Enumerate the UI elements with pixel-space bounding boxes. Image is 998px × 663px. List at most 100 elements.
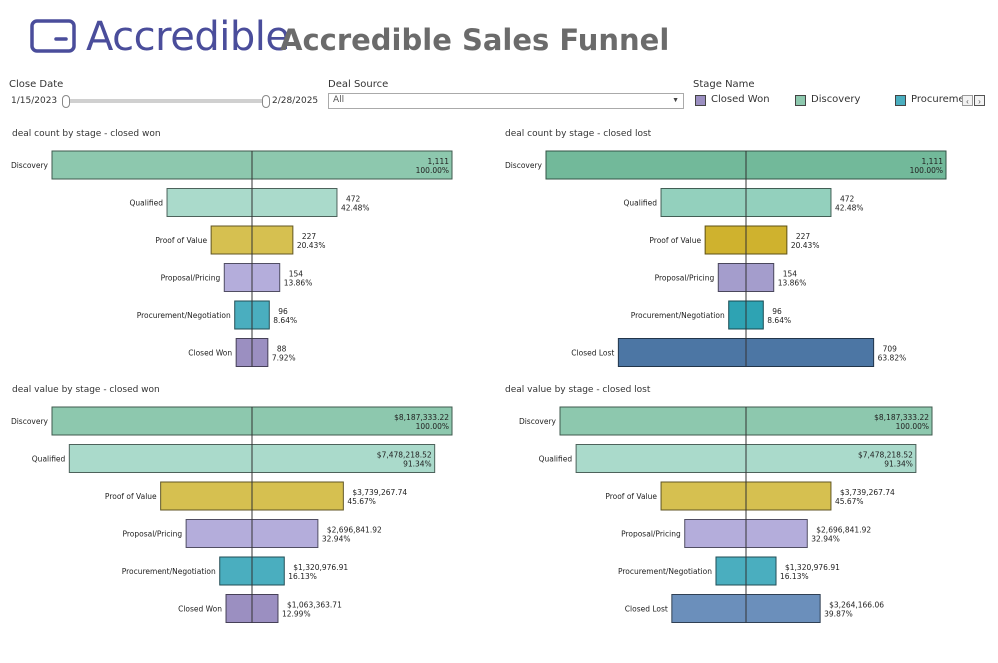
value-label: $2,696,841.92 bbox=[816, 526, 871, 535]
dashboard-header: Accredible Accredible Sales Funnel bbox=[0, 0, 998, 78]
stage-label: Proof of Value bbox=[605, 492, 657, 501]
value-label: $1,320,976.91 bbox=[785, 563, 840, 572]
percent-label: 42.48% bbox=[835, 204, 864, 213]
deal-source-label: Deal Source bbox=[328, 79, 389, 90]
funnel-bar bbox=[684, 519, 808, 548]
percent-label: 8.64% bbox=[767, 316, 791, 325]
value-label: $3,739,267.74 bbox=[352, 488, 407, 497]
funnel-bar bbox=[160, 481, 344, 511]
chevron-down-icon: ▼ bbox=[672, 97, 679, 104]
value-label: 227 bbox=[796, 232, 811, 241]
stage-label: Procurement/Negotiation bbox=[137, 311, 231, 320]
funnel-bar bbox=[219, 556, 285, 586]
chart-title: deal count by stage - closed won bbox=[12, 129, 161, 139]
stage-label: Discovery bbox=[519, 417, 557, 426]
stage-label: Proposal/Pricing bbox=[122, 530, 182, 539]
legend-label: Procurement/Negotiation bbox=[911, 94, 963, 105]
stage-label: Discovery bbox=[11, 417, 49, 426]
close-date-end[interactable]: 2/28/2025 bbox=[272, 96, 319, 106]
value-label: 154 bbox=[783, 270, 798, 279]
percent-label: 32.94% bbox=[322, 535, 351, 544]
legend-swatch bbox=[695, 95, 706, 106]
funnel-bar bbox=[660, 481, 832, 511]
percent-label: 100.00% bbox=[910, 166, 943, 175]
percent-label: 16.13% bbox=[780, 572, 809, 581]
stage-label: Qualified bbox=[539, 455, 573, 464]
stage-label: Closed Lost bbox=[625, 605, 668, 614]
funnel-bar bbox=[617, 338, 875, 367]
close-date-label: Close Date bbox=[9, 79, 64, 90]
legend-item-discovery[interactable]: Discovery bbox=[795, 94, 890, 108]
value-label: $3,264,166.06 bbox=[829, 601, 884, 610]
percent-label: 63.82% bbox=[878, 354, 907, 363]
page-title: Accredible Sales Funnel bbox=[280, 23, 670, 57]
chart-title: deal value by stage - closed won bbox=[12, 385, 160, 395]
legend-item-procurement[interactable]: Procurement/Negotiation bbox=[895, 94, 963, 108]
value-label: 1,111 bbox=[428, 157, 450, 166]
percent-label: 8.64% bbox=[273, 316, 297, 325]
funnel-bar bbox=[728, 300, 764, 330]
funnel-bar bbox=[671, 594, 821, 623]
funnel-bar bbox=[660, 188, 832, 217]
percent-label: 20.43% bbox=[791, 241, 820, 250]
funnel-bar bbox=[717, 263, 775, 292]
stage-label: Qualified bbox=[624, 199, 658, 208]
stage-label: Qualified bbox=[130, 199, 164, 208]
funnel-bar bbox=[185, 519, 319, 548]
funnel-bar bbox=[235, 338, 269, 367]
value-label: 709 bbox=[883, 345, 898, 354]
value-label: $3,739,267.74 bbox=[840, 488, 895, 497]
close-date-end-handle[interactable] bbox=[262, 95, 270, 108]
funnel-bar bbox=[225, 594, 279, 623]
chart-title: deal value by stage - closed lost bbox=[505, 385, 651, 395]
close-date-slider-track[interactable] bbox=[66, 99, 266, 103]
percent-label: 32.94% bbox=[811, 535, 840, 544]
percent-label: 45.67% bbox=[347, 497, 376, 506]
stage-name-label: Stage Name bbox=[693, 79, 755, 90]
funnel-bar bbox=[210, 225, 294, 255]
legend-label: Discovery bbox=[811, 94, 861, 105]
stage-label: Proposal/Pricing bbox=[161, 274, 221, 283]
stage-label: Closed Won bbox=[188, 349, 232, 358]
close-date-start-handle[interactable] bbox=[62, 95, 70, 108]
legend-label: Closed Won bbox=[711, 94, 770, 105]
deal-source-select[interactable]: All ▼ bbox=[328, 93, 684, 109]
funnel-bar bbox=[559, 406, 933, 436]
value-label: $8,187,333.22 bbox=[874, 413, 929, 422]
logo-wordmark: Accredible bbox=[86, 14, 290, 60]
legend-item-closed-won[interactable]: Closed Won bbox=[695, 94, 790, 108]
percent-label: 20.43% bbox=[297, 241, 326, 250]
funnel-bar bbox=[51, 406, 453, 436]
value-label: 1,111 bbox=[922, 157, 944, 166]
legend-prev-button[interactable]: ‹ bbox=[962, 95, 973, 106]
funnel-bar bbox=[223, 263, 281, 292]
chart-title: deal count by stage - closed lost bbox=[505, 129, 652, 139]
percent-label: 7.92% bbox=[272, 354, 296, 363]
value-label: $8,187,333.22 bbox=[394, 413, 449, 422]
value-label: $7,478,218.52 bbox=[858, 451, 913, 460]
value-label: 154 bbox=[289, 270, 304, 279]
value-label: $1,320,976.91 bbox=[293, 563, 348, 572]
funnel-bar bbox=[51, 150, 453, 180]
stage-label: Closed Won bbox=[178, 605, 222, 614]
stage-label: Closed Lost bbox=[571, 349, 614, 358]
stage-label: Proposal/Pricing bbox=[655, 274, 715, 283]
legend-swatch bbox=[795, 95, 806, 106]
percent-label: 39.87% bbox=[824, 610, 853, 619]
stage-label: Qualified bbox=[32, 455, 66, 464]
stage-label: Discovery bbox=[505, 161, 543, 170]
stage-label: Proof of Value bbox=[649, 236, 701, 245]
stage-label: Discovery bbox=[11, 161, 49, 170]
percent-label: 91.34% bbox=[884, 460, 913, 469]
funnel-bar bbox=[234, 300, 270, 330]
percent-label: 100.00% bbox=[896, 422, 929, 431]
stage-label: Procurement/Negotiation bbox=[618, 567, 712, 576]
value-label: $7,478,218.52 bbox=[377, 451, 432, 460]
legend-next-button[interactable]: › bbox=[974, 95, 985, 106]
value-label: 96 bbox=[278, 307, 288, 316]
stage-label: Proposal/Pricing bbox=[621, 530, 681, 539]
value-label: 96 bbox=[772, 307, 782, 316]
funnel-bar bbox=[166, 188, 338, 217]
close-date-start[interactable]: 1/15/2023 bbox=[11, 96, 58, 106]
percent-label: 13.86% bbox=[284, 279, 313, 288]
